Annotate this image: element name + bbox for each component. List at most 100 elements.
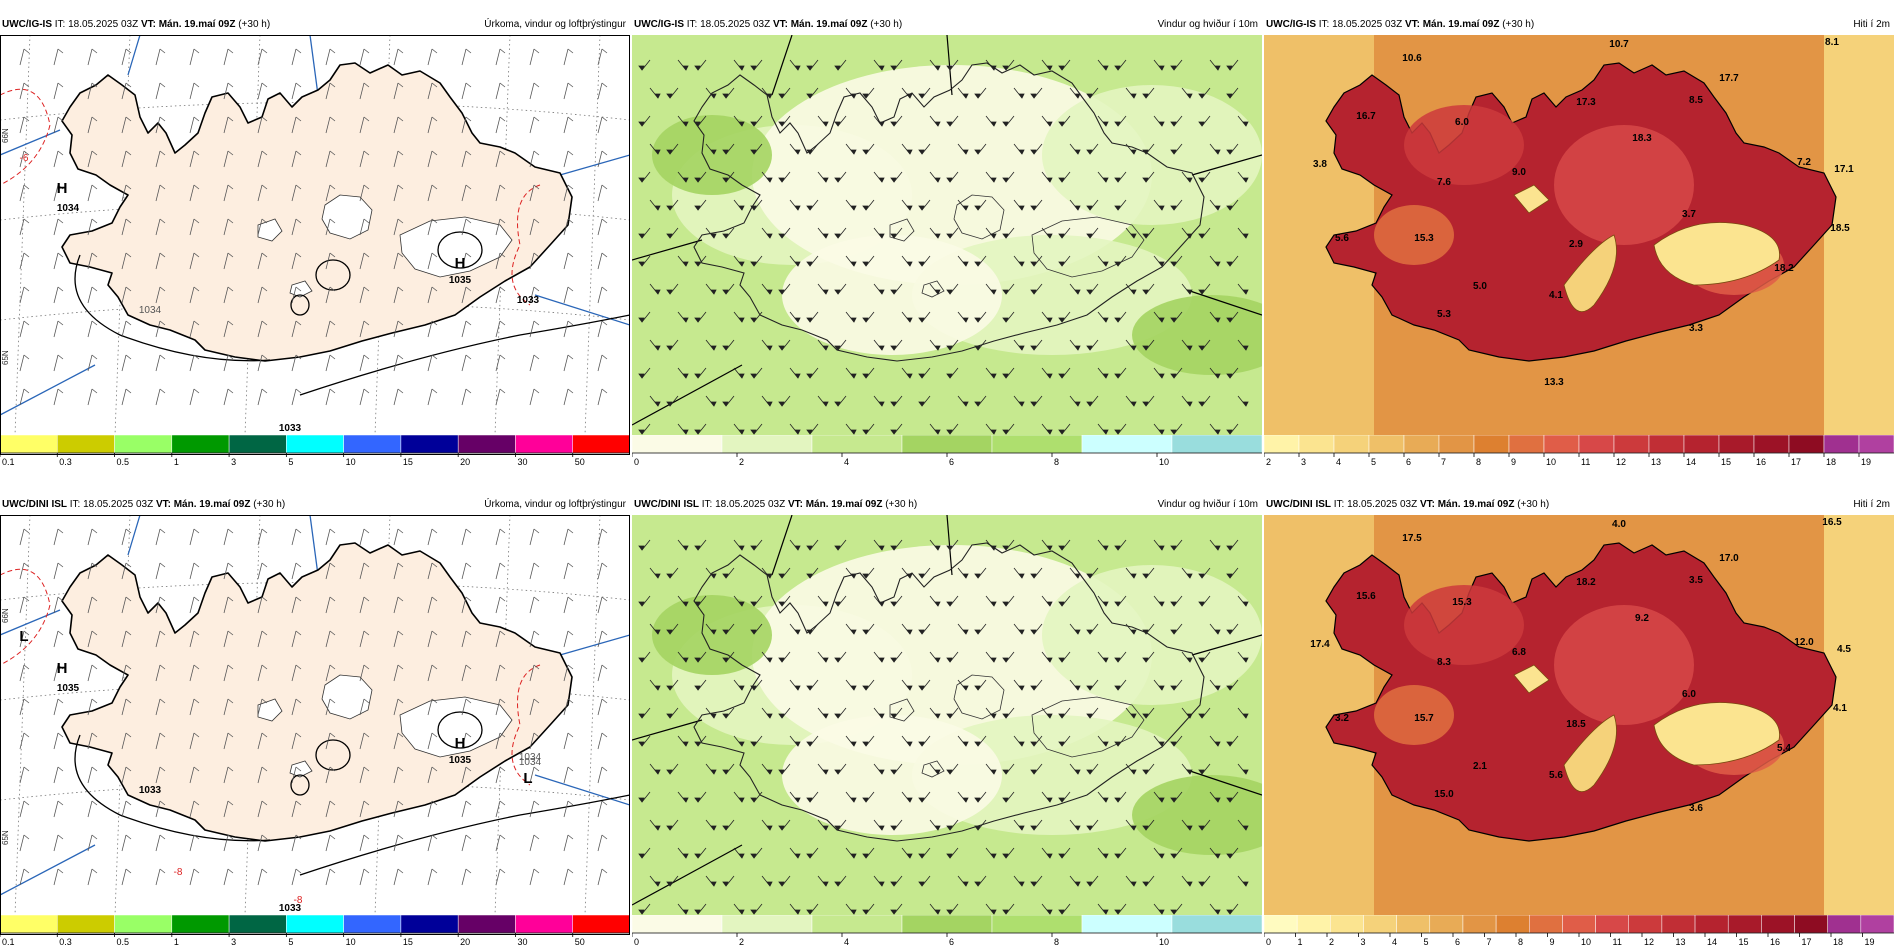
wind-barb [155, 286, 161, 304]
wind-barb [19, 664, 25, 682]
wind-arrow [837, 59, 847, 71]
wind-barb [257, 596, 263, 614]
wind-arrow-head [738, 853, 745, 859]
wind-arrow [1117, 311, 1127, 323]
wind-barb-flag [193, 286, 200, 292]
wind-barb [19, 286, 25, 304]
color-scale-svg: 0 1 2 3 4 5 6 7 8 9 10 11 12 13 14 15 16 17 18 19 [1264, 915, 1894, 947]
wind-barb [461, 596, 467, 614]
wind-arrow-head [1018, 825, 1025, 831]
wind-arrow-head [654, 825, 661, 831]
wind-arrow [921, 367, 931, 379]
wind-arrow-head [1186, 769, 1193, 775]
wind-arrow-head [934, 657, 941, 663]
temp-label: 17.3 [1576, 97, 1596, 108]
wind-arrow-head [1046, 233, 1053, 239]
wind-arrow-head [766, 657, 773, 663]
temp-label: 15.3 [1452, 597, 1472, 608]
wind-arrow [865, 903, 875, 915]
wind-arrow-head [638, 741, 645, 747]
wind-arrow-head [1242, 177, 1249, 183]
wind-arrow [1061, 539, 1071, 551]
wind-barb [121, 150, 127, 168]
wind-arrow-head [794, 797, 801, 803]
wind-arrow [809, 679, 819, 691]
wind-barb [325, 528, 331, 546]
wind-barb-flag [159, 218, 166, 224]
wind-arrow [1173, 311, 1183, 323]
line [1186, 289, 1262, 316]
wind-barb [495, 116, 501, 134]
wind-barb-flag [397, 48, 404, 54]
wind-arrow-head [990, 713, 997, 719]
wind-barb-flag [601, 766, 608, 772]
wind-arrow-head [1226, 261, 1233, 267]
wind-barb-flag [159, 698, 166, 704]
wind-barb-flag [499, 698, 506, 704]
wind-arrow [977, 311, 987, 323]
wind-arrow-head [822, 881, 829, 887]
wind-arrow [1145, 143, 1155, 155]
temp-label: 18.5 [1566, 719, 1586, 730]
wind-barb-flag [295, 732, 302, 738]
wind-barb-flag [329, 596, 336, 602]
wind-arrow-head [906, 149, 913, 155]
wind-barb [53, 664, 59, 682]
wind-arrow [641, 367, 651, 379]
wind-barb-flag [261, 630, 268, 636]
wind-barb [189, 800, 195, 818]
wind-barb [529, 732, 535, 750]
wind-barb-flag [261, 388, 268, 394]
wind-arrow [1033, 623, 1043, 635]
panel-temp-igis: UWC/IG-IS IT: 18.05.2025 03Z VT: Mán. 19… [1264, 15, 1894, 470]
scale-tick-label: 10 [346, 457, 356, 467]
wind-arrow [809, 791, 819, 803]
wind-barb [495, 528, 501, 546]
isobar [437, 711, 483, 749]
glacier [321, 194, 373, 240]
wind-arrow [753, 903, 763, 915]
wind-barb-flag [533, 184, 540, 190]
wind-arrow [1201, 707, 1211, 719]
wind-arrow-head [878, 713, 885, 719]
wind-barb [291, 252, 297, 270]
wind-barb [189, 834, 195, 852]
lon-line [584, 35, 601, 435]
wind-arrow [1145, 623, 1155, 635]
latitude-label: 65N [1, 350, 10, 365]
scale-tick-label: 4 [1392, 937, 1397, 947]
wind-barb [597, 388, 603, 406]
temp-label: 8.5 [1689, 95, 1703, 106]
map-canvas [632, 35, 1262, 435]
wind-arrow-head [1226, 909, 1233, 915]
valid-time: VT: Mán. 19.maí 09Z [1404, 19, 1500, 30]
wind-arrow-head [918, 853, 925, 859]
wind-arrow [1061, 227, 1071, 239]
wind-arrow-head [906, 317, 913, 323]
scale-tick-label: 10 [1159, 457, 1169, 467]
wind-barb-flag [193, 116, 200, 122]
wind-arrow-head [682, 261, 689, 267]
wind-barb [53, 766, 59, 784]
wind-arrow-head [654, 205, 661, 211]
wind-arrow [1173, 539, 1183, 551]
wind-barb-flag [397, 252, 404, 258]
wind-barb [563, 82, 569, 100]
scale-tick-label: 17 [1802, 937, 1812, 947]
wind-barb-flag [533, 732, 540, 738]
wind-arrow [781, 283, 791, 295]
wind-barb [189, 528, 195, 546]
wind-arrow [949, 847, 959, 859]
wind-barb [495, 868, 501, 886]
wind-arrow [977, 875, 987, 887]
wind-barb-flag [431, 834, 438, 840]
wind-arrow-head [1198, 401, 1205, 407]
wind-barb [121, 388, 127, 406]
wind-barb-flag [601, 82, 608, 88]
wind-arrow-head [1046, 373, 1053, 379]
color-swatch [721, 915, 813, 934]
wind-arrow-head [710, 289, 717, 295]
wind-barb [257, 766, 263, 784]
color-swatch [1827, 915, 1862, 934]
wind-arrow [1005, 763, 1015, 775]
